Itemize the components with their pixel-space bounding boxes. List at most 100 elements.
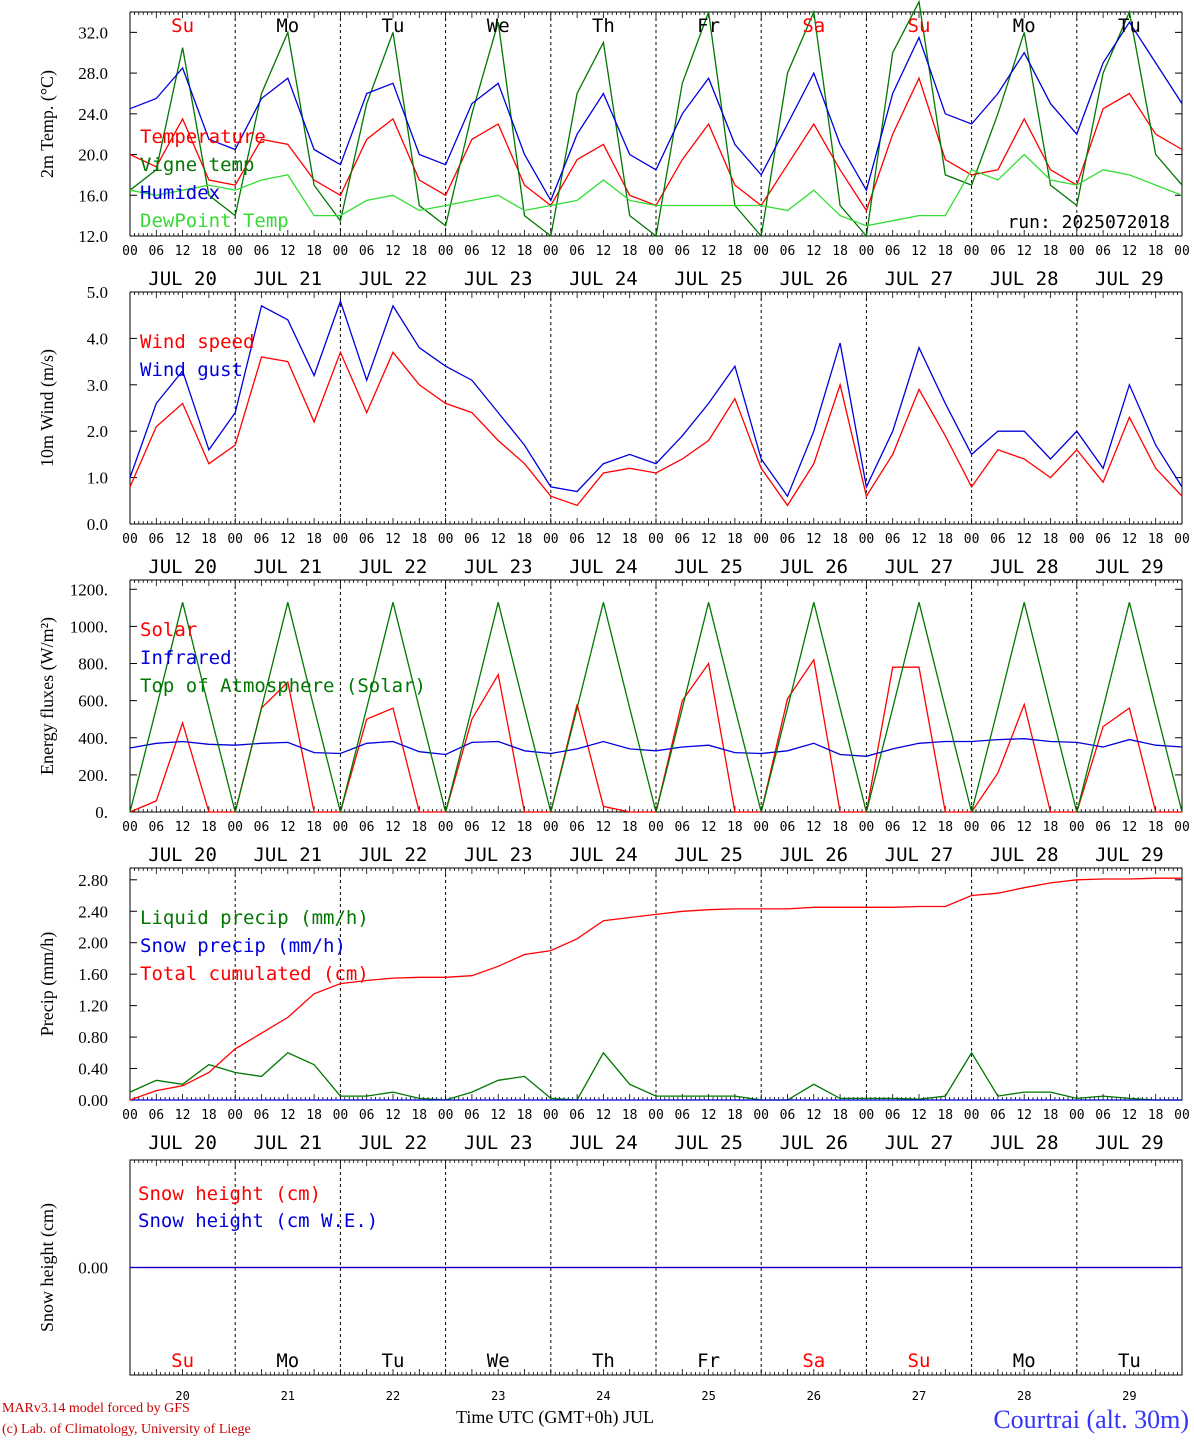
series-line-top-of-atmosphere-solar- — [129, 602, 1183, 813]
hour-tick-label: 06 — [990, 1108, 1006, 1123]
day-number-label: 24 — [596, 1389, 610, 1403]
date-label: JUL 27 — [885, 268, 954, 290]
hour-tick-label: 18 — [517, 532, 533, 547]
hour-tick-label: 18 — [1148, 244, 1164, 259]
hour-tick-label: 00 — [543, 820, 559, 835]
hour-tick-label: 00 — [333, 532, 349, 547]
y-tick-label: 3.0 — [87, 376, 108, 395]
hour-tick-label: 12 — [1016, 244, 1032, 259]
panel-1: 12.0 16.0 20.0 24.0 28.0 32.0 2m Temp. (°C) Tem… — [37, 0, 1190, 290]
day-number-label: 21 — [281, 1389, 295, 1403]
hour-tick-label: 18 — [1148, 1108, 1164, 1123]
hour-tick-label: 06 — [674, 820, 690, 835]
date-label: JUL 25 — [674, 556, 743, 578]
hour-tick-label: 00 — [648, 244, 664, 259]
hour-tick-label: 18 — [727, 532, 743, 547]
legend-label: Liquid precip (mm/h) — [140, 907, 369, 929]
plot-frame — [129, 11, 1183, 237]
hour-tick-label: 12 — [1016, 820, 1032, 835]
date-label: JUL 23 — [464, 1132, 533, 1154]
y-tick-label: 0.80 — [78, 1028, 108, 1047]
hour-tick-label: 06 — [569, 1108, 585, 1123]
y-tick-label: 5.0 — [87, 283, 108, 302]
y-tick-label: 0.40 — [78, 1060, 108, 1079]
hour-tick-label: 18 — [201, 820, 217, 835]
legend-label: Solar — [140, 619, 197, 641]
hour-tick-label: 06 — [885, 244, 901, 259]
hour-tick-label: 12 — [175, 532, 191, 547]
date-label: JUL 28 — [990, 268, 1059, 290]
weekday-label: Mo — [1013, 1350, 1036, 1372]
legend-label: Snow height (cm W.E.) — [138, 1210, 378, 1232]
time-ticks — [129, 868, 1183, 1100]
hour-tick-label: 00 — [227, 244, 243, 259]
hour-tick-label: 00 — [859, 1108, 875, 1123]
hour-tick-label: 06 — [780, 820, 796, 835]
hour-tick-label: 06 — [254, 1108, 270, 1123]
hour-tick-label: 00 — [1174, 244, 1190, 259]
legend-label: Snow precip (mm/h) — [140, 935, 346, 957]
hour-tick-label: 18 — [1148, 532, 1164, 547]
panel-5: 0.00 Snow height (cm) Snow height (cm) Snow… — [37, 1159, 1183, 1403]
day-number-label: 26 — [807, 1389, 821, 1403]
hour-tick-label: 06 — [464, 244, 480, 259]
y-tick-label: 4.0 — [87, 329, 108, 348]
series-line-dewpoint-temp — [129, 153, 1183, 227]
date-label: JUL 27 — [885, 1132, 954, 1154]
day-number-label: 20 — [175, 1389, 189, 1403]
hour-tick-label: 12 — [175, 244, 191, 259]
hour-tick-label: 00 — [648, 1108, 664, 1123]
time-ticks — [129, 292, 1183, 524]
hour-tick-label: 18 — [1043, 532, 1059, 547]
hour-tick-label: 18 — [306, 820, 322, 835]
panels: 12.0 16.0 20.0 24.0 28.0 32.0 2m Temp. (°C) Tem… — [37, 0, 1190, 1403]
date-label: JUL 28 — [990, 556, 1059, 578]
y-tick-label: 1.0 — [87, 469, 108, 488]
hour-tick-label: 12 — [490, 1108, 506, 1123]
hour-tick-label: 00 — [227, 1108, 243, 1123]
hour-tick-label: 12 — [701, 820, 717, 835]
weekday-label: Su — [171, 15, 194, 37]
hour-tick-label: 00 — [1069, 532, 1085, 547]
hour-tick-label: 18 — [622, 532, 638, 547]
hour-tick-label: 18 — [411, 532, 427, 547]
weekday-label: Su — [908, 1350, 931, 1372]
date-label: JUL 25 — [674, 844, 743, 866]
hour-tick-label: 18 — [306, 244, 322, 259]
series-line-wind-gust — [129, 299, 1183, 498]
hour-tick-label: 06 — [1095, 532, 1111, 547]
weekday-label: Su — [908, 15, 931, 37]
hour-tick-label: 06 — [1095, 820, 1111, 835]
hour-tick-label: 06 — [464, 532, 480, 547]
hour-tick-label: 18 — [937, 244, 953, 259]
weekday-label: Mo — [276, 1350, 299, 1372]
hour-tick-label: 06 — [1095, 1108, 1111, 1123]
hour-tick-label: 12 — [596, 532, 612, 547]
hour-tick-label: 00 — [1174, 820, 1190, 835]
hour-tick-label: 12 — [280, 1108, 296, 1123]
hour-tick-label: 06 — [780, 532, 796, 547]
hour-tick-label: 00 — [543, 532, 559, 547]
hour-tick-label: 18 — [1043, 1108, 1059, 1123]
hour-tick-label: 06 — [1095, 244, 1111, 259]
hour-tick-label: 06 — [990, 532, 1006, 547]
series-line-wind-speed — [129, 350, 1183, 507]
station-label: Courtrai (alt. 30m) — [993, 1405, 1189, 1434]
day-number-label: 23 — [491, 1389, 505, 1403]
y-tick-label: 0.0 — [87, 515, 108, 534]
hour-tick-label: 00 — [1069, 244, 1085, 259]
hour-tick-label: 12 — [596, 820, 612, 835]
hour-tick-label: 12 — [911, 532, 927, 547]
legend-label: Total cumulated (cm) — [140, 963, 369, 985]
hour-tick-label: 06 — [990, 244, 1006, 259]
y-axis-label: Snow height (cm) — [37, 1203, 58, 1332]
date-label: JUL 22 — [359, 268, 428, 290]
weekday-label: Tu — [382, 15, 405, 37]
date-label: JUL 29 — [1095, 556, 1164, 578]
date-label: JUL 24 — [569, 268, 638, 290]
y-tick-label: 20.0 — [78, 146, 108, 165]
hour-tick-label: 18 — [201, 532, 217, 547]
y-tick-label: 1.20 — [78, 997, 108, 1016]
hour-tick-label: 18 — [1043, 244, 1059, 259]
hour-tick-label: 18 — [201, 244, 217, 259]
